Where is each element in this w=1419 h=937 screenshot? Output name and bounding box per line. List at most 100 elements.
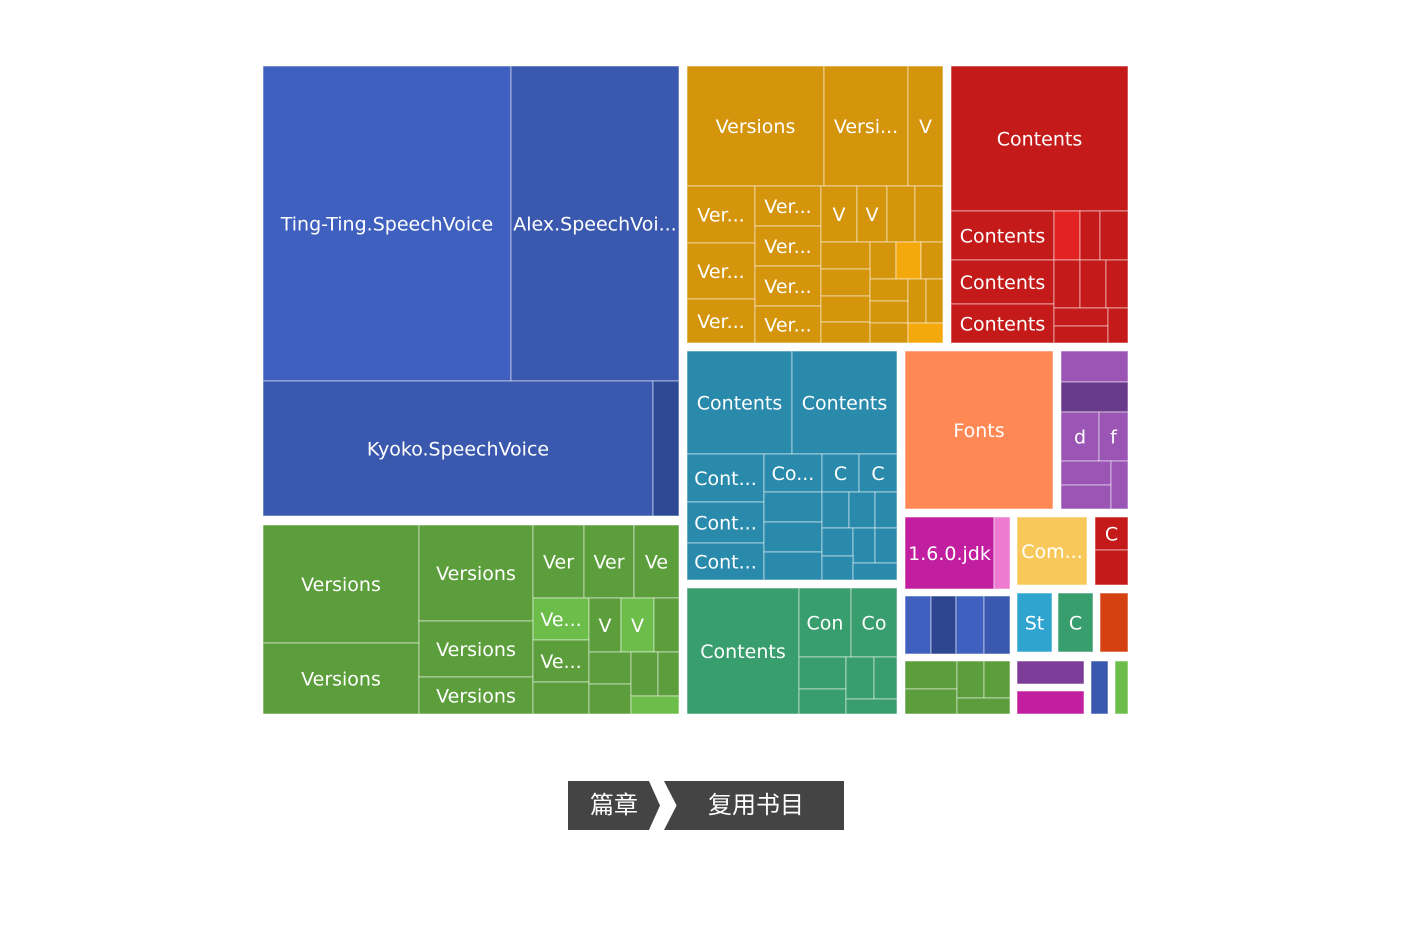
- treemap-cell[interactable]: [1107, 307, 1129, 344]
- treemap-cell[interactable]: [754, 225, 822, 267]
- treemap-cell[interactable]: [652, 380, 680, 517]
- treemap-cell[interactable]: [823, 65, 909, 187]
- breadcrumb-item-root[interactable]: 篇章: [568, 781, 660, 830]
- treemap-cell[interactable]: [950, 303, 1055, 344]
- treemap-cell[interactable]: [1016, 660, 1085, 685]
- breadcrumb-item-current[interactable]: 复用书目: [664, 781, 844, 830]
- treemap-cell[interactable]: [848, 491, 876, 529]
- treemap-cell[interactable]: [418, 676, 534, 715]
- treemap-cell[interactable]: [920, 241, 944, 280]
- treemap-cell[interactable]: [850, 587, 898, 658]
- treemap-cell[interactable]: [821, 527, 854, 557]
- treemap-cell[interactable]: [1110, 460, 1129, 510]
- treemap-cell[interactable]: [588, 683, 632, 715]
- treemap-cell[interactable]: [873, 656, 898, 700]
- treemap-cell[interactable]: [532, 681, 590, 715]
- treemap-cell[interactable]: [1060, 381, 1129, 413]
- treemap-cell[interactable]: [686, 185, 756, 244]
- treemap-cell[interactable]: [1057, 592, 1094, 653]
- treemap-cell[interactable]: [1114, 660, 1129, 715]
- treemap-cell[interactable]: [1094, 516, 1129, 551]
- treemap-cell[interactable]: [955, 595, 985, 655]
- treemap-cell[interactable]: [1016, 516, 1088, 586]
- treemap-cell[interactable]: [950, 65, 1129, 212]
- treemap-cell[interactable]: [754, 185, 822, 227]
- treemap-cell[interactable]: [869, 278, 909, 302]
- treemap-cell[interactable]: [798, 656, 847, 690]
- treemap-cell[interactable]: [820, 241, 871, 270]
- treemap-cell[interactable]: [1079, 210, 1101, 261]
- treemap-cell[interactable]: [1053, 307, 1109, 327]
- treemap-cell[interactable]: [914, 185, 944, 243]
- treemap-cell[interactable]: [852, 527, 876, 564]
- treemap-cell[interactable]: [904, 350, 1054, 510]
- treemap-cell[interactable]: [956, 660, 985, 699]
- treemap-cell[interactable]: [1053, 210, 1081, 261]
- treemap-cell[interactable]: [869, 300, 909, 324]
- treemap-cell[interactable]: [588, 651, 632, 685]
- treemap-cell[interactable]: [907, 278, 927, 324]
- treemap-cell[interactable]: [907, 65, 944, 187]
- treemap-cell[interactable]: [821, 491, 850, 529]
- treemap-cell[interactable]: [657, 651, 680, 697]
- treemap-cell[interactable]: [1079, 259, 1107, 309]
- treemap-cell[interactable]: [418, 524, 534, 622]
- treemap-cell[interactable]: [869, 322, 909, 344]
- treemap-cell[interactable]: [1099, 210, 1129, 261]
- treemap-cell[interactable]: [1105, 259, 1129, 309]
- treemap-cell[interactable]: [763, 521, 823, 553]
- treemap-cell[interactable]: [956, 697, 1011, 715]
- treemap-cell[interactable]: [1060, 460, 1112, 486]
- treemap-cell[interactable]: [653, 597, 680, 653]
- treemap-cell[interactable]: [630, 695, 680, 715]
- treemap-cell[interactable]: [858, 453, 898, 493]
- treemap-cell[interactable]: [1053, 259, 1081, 309]
- treemap-cell[interactable]: [874, 527, 898, 564]
- treemap-cell[interactable]: [686, 350, 793, 455]
- treemap-cell[interactable]: [1053, 325, 1109, 344]
- treemap-cell[interactable]: [852, 562, 898, 581]
- treemap-cell[interactable]: [821, 555, 854, 581]
- treemap-cell[interactable]: [754, 305, 822, 344]
- treemap-cell[interactable]: [1099, 592, 1129, 653]
- treemap-cell[interactable]: [510, 65, 680, 382]
- treemap-cell[interactable]: [820, 185, 858, 243]
- treemap-cell[interactable]: [418, 620, 534, 678]
- treemap-cell[interactable]: [798, 587, 852, 658]
- treemap-cell[interactable]: [686, 242, 756, 300]
- treemap-cell[interactable]: [1060, 484, 1112, 510]
- treemap-cell[interactable]: [950, 259, 1055, 305]
- treemap-cell[interactable]: [821, 453, 860, 493]
- treemap-cell[interactable]: [686, 542, 765, 581]
- treemap-cell[interactable]: [1060, 350, 1129, 383]
- treemap-cell[interactable]: [930, 595, 957, 655]
- treemap-cell[interactable]: [904, 595, 932, 655]
- treemap-cell[interactable]: [907, 322, 944, 344]
- treemap-cell[interactable]: [763, 551, 823, 581]
- treemap-cell[interactable]: [262, 380, 654, 517]
- treemap-cell[interactable]: [686, 298, 756, 344]
- treemap-cell[interactable]: [925, 278, 944, 324]
- treemap-cell[interactable]: [904, 660, 958, 690]
- treemap-cell[interactable]: [874, 491, 898, 529]
- treemap-cell[interactable]: [993, 516, 1011, 590]
- treemap-cell[interactable]: [1016, 592, 1053, 653]
- treemap-cell[interactable]: [820, 295, 871, 323]
- treemap-cell[interactable]: [633, 524, 680, 599]
- treemap-cell[interactable]: [262, 642, 420, 715]
- treemap-cell[interactable]: [845, 656, 875, 700]
- treemap-cell[interactable]: [583, 524, 635, 599]
- treemap-cell[interactable]: [686, 453, 765, 503]
- treemap-cell[interactable]: [1090, 660, 1109, 715]
- treemap-cell[interactable]: [950, 210, 1055, 261]
- treemap-cell[interactable]: [1098, 411, 1129, 462]
- treemap-cell[interactable]: [983, 660, 1011, 699]
- treemap-cell[interactable]: [763, 491, 823, 523]
- treemap-cell[interactable]: [798, 688, 847, 715]
- treemap-cell[interactable]: [904, 516, 995, 590]
- treemap-cell[interactable]: [820, 268, 871, 297]
- treemap-cell[interactable]: [630, 651, 659, 697]
- treemap-cell[interactable]: [845, 698, 898, 715]
- treemap-cell[interactable]: [262, 65, 512, 382]
- treemap-cell[interactable]: [904, 688, 958, 715]
